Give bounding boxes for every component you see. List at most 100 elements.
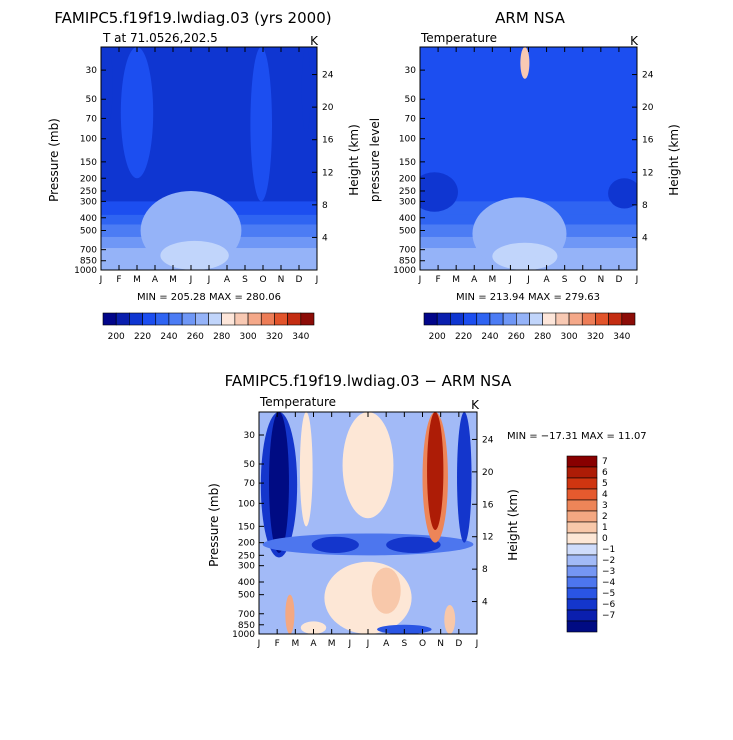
obs-colorbar-label-2: 240 [481,332,498,342]
obs-x-tick-label-6: J [526,275,530,285]
difference-colorbar-swatch-15 [566,620,598,633]
difference-colorbar-swatch-13 [566,598,598,611]
difference-colorbar-swatch-2 [566,477,598,490]
model-temperature-panel: FAMIPC5.f19f19.lwdiag.03 (yrs 2000) T at… [47,9,361,303]
model-colorbar-swatch-7 [195,312,209,326]
model-panel-subtitle: T at 71.0526,202.5 [102,31,218,45]
obs-colorbar: 200 220 240 260 280 300 320 340 [423,312,636,342]
difference-panel-subtitle: Temperature [259,395,336,409]
difference-pressure-tick-label-10: 700 [238,610,255,620]
obs-colorbar-swatch-14 [608,312,623,326]
difference-colorbar-label-14: −7 [602,611,615,621]
model-colorbar-swatch-5 [168,312,183,326]
obs-x-tick-label-7: A [543,275,550,285]
difference-contour-feature-2 [262,533,474,556]
difference-colorbar-swatch-5 [566,510,598,523]
model-x-tick-label-8: S [242,275,248,285]
obs-height-tick-label-2: 16 [642,136,654,146]
difference-colorbar-label-2: 5 [602,479,608,489]
model-x-tick-label-0: J [99,275,103,285]
model-colorbar-swatch-9 [221,312,236,326]
difference-contour-feature-12 [285,594,295,634]
difference-x-tick-label-10: N [437,639,444,649]
difference-pressure-tick-label-8: 400 [238,578,255,588]
obs-colorbar-label-1: 220 [455,332,472,342]
model-x-tick-label-9: O [259,275,266,285]
difference-colorbar-swatch-12 [566,587,598,600]
difference-colorbar-swatch-14 [566,609,598,622]
difference-x-tick-label-9: O [419,639,426,649]
obs-height-tick-label-0: 24 [642,71,654,81]
obs-x-tick-label-0: J [418,275,422,285]
obs-pressure-tick-label-6: 250 [399,187,416,197]
obs-colorbar-swatch-5 [489,312,504,326]
model-colorbar-swatch-13 [274,312,288,326]
model-pressure-tick-label-7: 300 [80,197,97,207]
obs-x-tick-label-10: N [597,275,604,285]
obs-y2-axis-title: Height (km) [667,124,681,195]
obs-units-label: K [630,34,639,48]
obs-band-0 [420,47,637,202]
obs-x-tick-label-11: D [615,275,622,285]
model-pressure-tick-label-2: 70 [86,114,98,124]
model-x-tick-label-4: M [169,275,177,285]
obs-x-tick-label-4: M [488,275,496,285]
obs-colorbar-swatch-11 [568,312,583,326]
model-pressure-tick-label-6: 250 [80,187,97,197]
model-colorbar-label-0: 200 [108,332,125,342]
obs-colorbar-swatch-4 [476,312,491,326]
model-contour-fill [101,47,317,270]
difference-height-tick-label-1: 20 [482,468,494,478]
difference-contour-feature-14 [300,621,327,634]
obs-pressure-tick-label-5: 200 [399,174,416,184]
difference-contour-feature-5 [299,412,313,527]
model-pressure-tick-label-8: 400 [80,214,97,224]
obs-height-tick-label-4: 8 [642,201,648,211]
obs-height-tick-label-3: 12 [642,168,653,178]
difference-pressure-tick-label-9: 500 [238,591,255,601]
obs-tick-labels: J F M A M J J A S O N D J305070100150200250300400500… [393,66,654,285]
model-pressure-tick-label-12: 1000 [74,266,97,276]
model-pressure-tick-label-1: 50 [86,95,98,105]
model-x-tick-label-1: F [116,275,121,285]
difference-colorbar-label-13: −6 [602,600,616,610]
obs-colorbar-swatch-10 [555,312,570,326]
model-tick-labels: J F M A M J J A S O N D J305070100150200250300400500… [74,66,334,285]
obs-colorbar-swatch-8 [529,312,543,326]
obs-panel-title: ARM NSA [495,9,565,27]
obs-height-tick-label-5: 4 [642,233,648,243]
model-colorbar-label-6: 320 [266,332,283,342]
difference-colorbar-label-1: 6 [602,468,608,478]
model-colorbar-swatch-10 [234,312,249,326]
difference-colorbar-swatch-0 [566,455,598,468]
difference-contour-feature-13 [444,605,456,634]
obs-colorbar-swatch-3 [463,312,478,326]
model-y-axis-title: Pressure (mb) [47,118,61,202]
obs-pressure-tick-label-10: 700 [399,246,416,256]
model-pressure-tick-label-4: 150 [80,158,97,168]
obs-x-tick-label-2: M [452,275,460,285]
model-colorbar-swatch-14 [287,312,302,326]
difference-colorbar-swatch-8 [566,543,598,556]
model-height-tick-label-4: 8 [322,201,328,211]
difference-x-tick-label-6: J [366,639,370,649]
difference-x-tick-label-12: J [475,639,479,649]
difference-pressure-tick-label-1: 50 [244,460,256,470]
obs-x-tick-label-3: A [471,275,478,285]
model-pressure-tick-label-3: 100 [80,135,97,145]
obs-colorbar-label-4: 280 [534,332,551,342]
difference-x-tick-label-0: J [257,639,261,649]
difference-colorbar-label-6: 1 [602,523,608,533]
model-colorbar-swatch-11 [247,312,262,326]
model-x-tick-label-11: D [296,275,303,285]
difference-x-tick-label-2: M [291,639,299,649]
difference-x-tick-label-3: A [310,639,317,649]
model-colorbar-label-3: 260 [187,332,204,342]
difference-colorbar-label-3: 4 [602,490,608,500]
model-colorbar-swatch-12 [260,312,275,326]
difference-colorbar-label-7: 0 [602,534,608,544]
model-plot-frame [100,46,318,271]
model-contour-feature-5 [103,47,113,123]
